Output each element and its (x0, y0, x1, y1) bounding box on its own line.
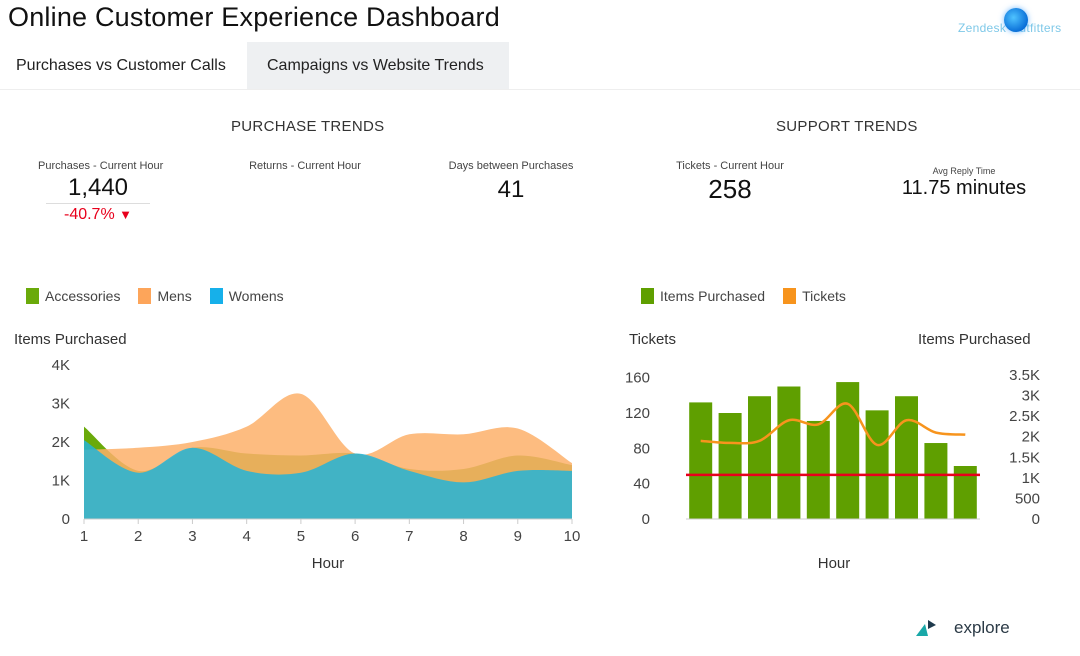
bar-items-purchased (777, 386, 801, 519)
kpi-purchases-value: 1,440 (67, 174, 129, 201)
kpi-divider (46, 203, 150, 204)
x-tick-label: 9 (514, 528, 522, 545)
bar-items-purchased (806, 420, 830, 519)
y-right-tick-label: 3.5K (1009, 367, 1040, 384)
y-right-tick-label: 1K (1022, 470, 1040, 487)
x-tick-label: 7 (405, 528, 413, 545)
down-arrow-icon: ▼ (119, 207, 133, 222)
kpi-tickets-label: Tickets - Current Hour (676, 160, 784, 172)
y-right-tick-label: 500 (1015, 490, 1040, 507)
kpi-days-between: Days between Purchases 41 (446, 160, 576, 204)
y-tick-label: 2K (52, 434, 70, 451)
legend-items-purchased[interactable]: Items Purchased (641, 288, 765, 304)
bar-items-purchased (895, 396, 918, 519)
kpi-tickets-value: 258 (708, 174, 752, 204)
area-chart: 0 1K 2K 3K 4K 1 2 3 4 5 6 7 8 9 10 Hour (52, 357, 581, 572)
legend-mens[interactable]: Mens (138, 288, 192, 304)
explore-logo-icon (916, 620, 936, 636)
kpi-reply-time: Avg Reply Time 11.75 minutes (894, 166, 1034, 200)
y-right-tick-label: 2.5K (1009, 408, 1040, 425)
area-womens (84, 440, 572, 519)
legend-left: Accessories Mens Womens (26, 288, 302, 304)
kpi-change-value: -40.7% (63, 206, 115, 223)
explore-brand: explore (916, 618, 1010, 638)
swatch-items-purchased (641, 288, 654, 304)
y-tick-label: 4K (52, 357, 70, 374)
bar-items-purchased (718, 413, 742, 519)
line-tickets (700, 402, 966, 447)
support-trends-heading: SUPPORT TRENDS (776, 118, 918, 135)
y-right-tick-label: 3K (1022, 388, 1040, 405)
kpi-purchases: Purchases - Current Hour 1,440 -40.7% ▼ (38, 160, 164, 224)
bar-items-purchased (748, 396, 771, 519)
kpi-purchases-change: -40.7% ▼ (38, 206, 158, 224)
y-tick-label: 1K (52, 473, 70, 490)
tab-bar: Purchases vs Customer Calls Campaigns vs… (0, 42, 509, 89)
brand-logo: Zendesk Outfitters (958, 8, 1070, 38)
legend-mens-label: Mens (157, 288, 192, 304)
x-tick-label: 5 (297, 528, 305, 545)
logo-icon (1004, 8, 1028, 32)
kpi-purchases-label: Purchases - Current Hour (38, 160, 164, 172)
y-left-tick-label: 40 (633, 476, 650, 493)
legend-tickets[interactable]: Tickets (783, 288, 846, 304)
x-tick-label: 2 (134, 528, 142, 545)
y-left-tick-label: 120 (625, 405, 650, 422)
x-tick-label: 8 (459, 528, 467, 545)
kpi-reply-value: 11.75 minutes (901, 177, 1027, 199)
legend-tickets-label: Tickets (802, 288, 846, 304)
tab-purchases-vs-calls[interactable]: Purchases vs Customer Calls (16, 56, 226, 74)
x-tick-label: 6 (351, 528, 359, 545)
x-axis-title: Hour (312, 555, 345, 572)
bar-items-purchased (836, 382, 860, 519)
explore-label: explore (954, 618, 1010, 637)
bar-items-purchased (689, 402, 713, 519)
kpi-days-label: Days between Purchases (448, 160, 574, 172)
left-chart-ylabel: Items Purchased (14, 331, 127, 348)
y-left-tick-label: 160 (625, 370, 650, 387)
combo-chart: 0 40 80 120 160 0 500 1K 1.5K 2K 2.5K 3K 3.5K Hour (625, 367, 1040, 572)
kpi-returns: Returns - Current Hour (245, 160, 365, 172)
x-tick-label: 10 (564, 528, 581, 545)
legend-accessories[interactable]: Accessories (26, 288, 120, 304)
bar-items-purchased (953, 466, 977, 519)
x-tick-label: 4 (242, 528, 250, 545)
y-left-tick-label: 0 (642, 511, 650, 528)
x-tick-label: 3 (188, 528, 196, 545)
y-right-tick-label: 0 (1032, 511, 1040, 528)
legend-right: Items Purchased Tickets (641, 288, 864, 304)
dashboard-title: Online Customer Experience Dashboard (8, 2, 500, 32)
purchase-trends-heading: PURCHASE TRENDS (231, 118, 385, 135)
y-right-tick-label: 1.5K (1009, 449, 1040, 466)
legend-womens[interactable]: Womens (209, 288, 284, 304)
bar-items-purchased (924, 443, 948, 519)
y-right-tick-label: 2K (1022, 429, 1040, 446)
kpi-days-value: 41 (497, 176, 525, 203)
kpi-tickets: Tickets - Current Hour 258 (670, 160, 790, 205)
kpi-returns-label: Returns - Current Hour (249, 160, 361, 172)
kpi-reply-label: Avg Reply Time (932, 166, 996, 176)
swatch-womens (209, 288, 223, 304)
legend-accessories-label: Accessories (45, 288, 121, 304)
swatch-tickets (783, 288, 797, 304)
legend-womens-label: Womens (228, 288, 284, 304)
legend-items-label: Items Purchased (660, 288, 766, 304)
x-axis-title: Hour (818, 555, 851, 572)
y-tick-label: 0 (62, 511, 70, 528)
y-tick-label: 3K (52, 396, 70, 413)
tab-campaigns-vs-website[interactable]: Campaigns vs Website Trends (247, 42, 509, 89)
tab-divider (0, 89, 1080, 90)
right-chart-ylabel-right: Items Purchased (918, 331, 1031, 348)
x-tick-label: 1 (80, 528, 88, 545)
bar-items-purchased (865, 410, 889, 519)
y-left-tick-label: 80 (633, 440, 650, 457)
swatch-mens (138, 288, 152, 304)
swatch-accessories (26, 288, 39, 304)
right-chart-ylabel-left: Tickets (629, 331, 676, 348)
